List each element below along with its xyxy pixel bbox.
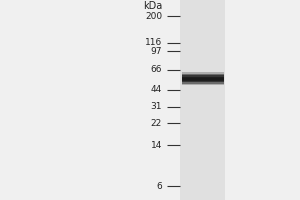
Text: 66: 66: [151, 65, 162, 74]
Text: kDa: kDa: [143, 1, 162, 11]
Text: 14: 14: [151, 141, 162, 150]
FancyBboxPatch shape: [182, 78, 224, 80]
Text: 6: 6: [156, 182, 162, 191]
Text: 22: 22: [151, 119, 162, 128]
FancyBboxPatch shape: [182, 74, 224, 84]
Text: 200: 200: [145, 12, 162, 21]
FancyBboxPatch shape: [182, 72, 224, 85]
Text: 97: 97: [151, 47, 162, 56]
FancyBboxPatch shape: [182, 75, 224, 82]
FancyBboxPatch shape: [180, 0, 225, 200]
FancyBboxPatch shape: [182, 77, 224, 81]
Text: 31: 31: [151, 102, 162, 111]
Text: 44: 44: [151, 85, 162, 94]
Text: 116: 116: [145, 38, 162, 47]
